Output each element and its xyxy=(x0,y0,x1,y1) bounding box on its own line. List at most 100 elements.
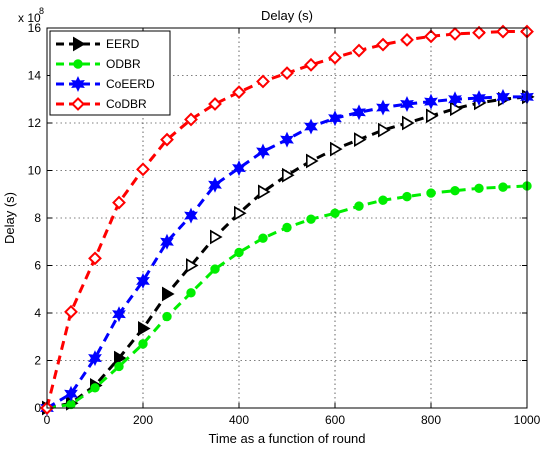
x-tick-label: 1000 xyxy=(514,413,541,427)
marker-odbr-9 xyxy=(258,233,268,243)
chart-title: Delay (s) xyxy=(261,8,313,23)
marker-eerd-17 xyxy=(449,101,463,117)
marker-coeerd-11 xyxy=(304,118,318,135)
marker-codbr-6 xyxy=(184,112,198,127)
marker-odbr-4 xyxy=(138,339,148,349)
marker-coeerd-2 xyxy=(88,350,102,367)
marker-legend-eerd-0 xyxy=(73,36,86,52)
y-tick-label: 0 xyxy=(34,401,41,415)
legend-item-eerd: EERD xyxy=(56,36,140,52)
legend-label: EERD xyxy=(106,37,140,51)
marker-eerd-13 xyxy=(353,132,367,148)
marker-eerd-4 xyxy=(138,321,151,336)
marker-coeerd-3 xyxy=(112,306,126,323)
legend-box xyxy=(49,30,171,116)
marker-eerd-7 xyxy=(210,229,223,245)
y-multiplier-label: x 10 xyxy=(18,11,41,25)
series-layer xyxy=(40,24,535,416)
y-tick-label: 16 xyxy=(28,21,42,35)
legend-label: ODBR xyxy=(106,57,141,71)
legend-label: CoDBR xyxy=(106,97,147,111)
marker-codbr-13 xyxy=(352,43,366,58)
marker-eerd-10 xyxy=(281,167,295,183)
marker-codbr-8 xyxy=(232,85,246,100)
x-tick-label: 200 xyxy=(133,413,153,427)
marker-codbr-3 xyxy=(112,195,126,210)
marker-odbr-3 xyxy=(114,361,124,372)
marker-eerd-8 xyxy=(234,205,247,221)
marker-coeerd-17 xyxy=(448,91,462,108)
marker-odbr-17 xyxy=(450,185,460,196)
series-odbr xyxy=(42,181,532,413)
marker-coeerd-13 xyxy=(352,104,366,121)
marker-eerd-16 xyxy=(425,108,439,124)
series-codbr xyxy=(40,24,534,415)
marker-odbr-12 xyxy=(330,208,340,218)
y-tick-label: 4 xyxy=(34,306,41,320)
series-line-eerd xyxy=(46,95,528,410)
marker-coeerd-19 xyxy=(496,88,510,105)
marker-coeerd-5 xyxy=(160,233,174,250)
marker-coeerd-12 xyxy=(328,110,342,127)
marker-codbr-19 xyxy=(496,24,510,39)
marker-codbr-1 xyxy=(64,304,78,319)
marker-odbr-7 xyxy=(210,264,220,274)
marker-codbr-7 xyxy=(208,97,222,111)
legend-item-codbr: CoDBR xyxy=(56,97,147,111)
marker-legend-coeerd-0 xyxy=(71,76,85,92)
marker-codbr-4 xyxy=(136,162,150,177)
marker-coeerd-15 xyxy=(400,96,414,112)
marker-odbr-2 xyxy=(90,383,100,393)
marker-odbr-13 xyxy=(354,201,364,211)
marker-eerd-15 xyxy=(401,115,415,131)
marker-coeerd-14 xyxy=(376,99,390,116)
marker-eerd-9 xyxy=(257,184,271,200)
legend-item-odbr: ODBR xyxy=(56,57,141,71)
marker-coeerd-8 xyxy=(232,160,246,177)
y-tick-label: 6 xyxy=(34,259,41,273)
marker-codbr-14 xyxy=(376,37,390,52)
marker-codbr-5 xyxy=(160,132,174,147)
marker-coeerd-9 xyxy=(256,143,270,160)
x-tick-label: 400 xyxy=(229,413,249,427)
legend: EERD ODBR CoEERD CoDBR xyxy=(49,30,171,116)
marker-coeerd-10 xyxy=(280,131,294,148)
x-tick-label: 800 xyxy=(421,413,441,427)
marker-coeerd-18 xyxy=(472,90,486,107)
marker-codbr-2 xyxy=(88,251,102,266)
marker-codbr-16 xyxy=(424,29,438,44)
marker-legend-odbr-0 xyxy=(73,59,83,69)
marker-eerd-3 xyxy=(114,350,127,366)
marker-coeerd-7 xyxy=(208,176,222,193)
marker-eerd-12 xyxy=(329,141,343,157)
marker-odbr-14 xyxy=(378,195,388,205)
y-tick-label: 2 xyxy=(34,354,41,368)
marker-codbr-11 xyxy=(304,57,318,72)
marker-coeerd-1 xyxy=(64,385,78,402)
y-tick-label: 8 xyxy=(34,211,41,225)
axis-ticks: 0 200 400 600 800 1000 0 2 4 6 8 10 12 14 16 xyxy=(28,21,541,427)
marker-codbr-10 xyxy=(280,66,294,81)
marker-legend-codbr-0 xyxy=(71,97,85,111)
y-tick-label: 12 xyxy=(28,116,42,130)
y-tick-label: 14 xyxy=(28,69,42,83)
marker-codbr-18 xyxy=(472,25,486,40)
legend-label: CoEERD xyxy=(106,77,155,91)
marker-odbr-8 xyxy=(234,247,244,258)
marker-codbr-9 xyxy=(256,74,270,89)
marker-odbr-5 xyxy=(162,311,172,322)
x-tick-label: 0 xyxy=(44,413,51,427)
marker-odbr-19 xyxy=(498,182,508,192)
marker-odbr-10 xyxy=(282,222,292,233)
y-axis-label: Delay (s) xyxy=(2,192,17,244)
marker-coeerd-6 xyxy=(184,207,198,224)
marker-coeerd-4 xyxy=(136,272,150,289)
marker-codbr-12 xyxy=(328,50,342,65)
y-tick-label: 10 xyxy=(28,164,42,178)
x-tick-label: 600 xyxy=(325,413,345,427)
marker-odbr-6 xyxy=(186,288,196,298)
marker-eerd-5 xyxy=(162,286,175,302)
legend-item-coeerd: CoEERD xyxy=(56,76,155,92)
marker-odbr-11 xyxy=(306,214,316,224)
